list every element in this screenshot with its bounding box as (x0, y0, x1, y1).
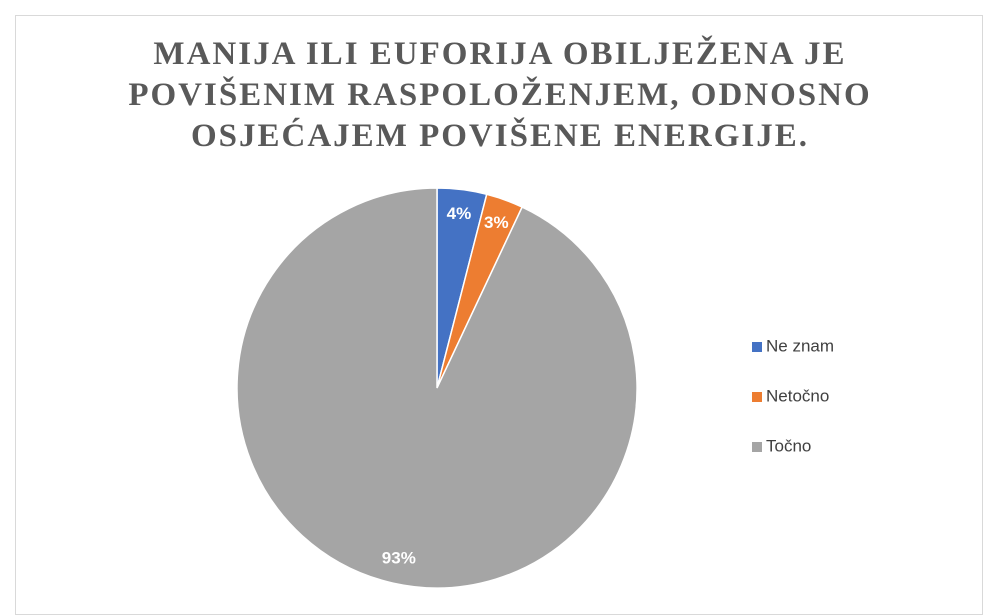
data-label: 93% (382, 548, 416, 567)
data-label: 4% (447, 204, 472, 223)
data-label: 3% (484, 213, 509, 232)
legend-label: Netočno (766, 386, 829, 405)
legend-swatch (752, 442, 762, 452)
chart-title: MANIJA ILI EUFORIJA OBILJEŽENA JE POVIŠE… (128, 36, 872, 154)
legend-swatch (752, 342, 762, 352)
legend-label: Točno (766, 436, 811, 455)
legend-label: Ne znam (766, 336, 834, 355)
legend-swatch (752, 392, 762, 402)
pie-slice (236, 187, 638, 589)
